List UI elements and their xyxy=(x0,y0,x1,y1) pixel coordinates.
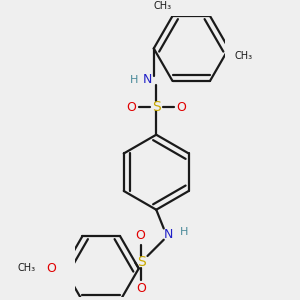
Text: N: N xyxy=(164,228,173,241)
Text: O: O xyxy=(46,262,56,275)
Text: CH₃: CH₃ xyxy=(235,51,253,61)
Text: H: H xyxy=(130,75,138,85)
Text: N: N xyxy=(143,73,152,86)
Text: H: H xyxy=(180,227,188,237)
Text: O: O xyxy=(136,282,146,295)
Text: CH₃: CH₃ xyxy=(17,263,35,274)
Text: S: S xyxy=(137,255,146,269)
Text: CH₃: CH₃ xyxy=(153,1,172,11)
Text: O: O xyxy=(176,101,186,114)
Text: S: S xyxy=(152,100,161,114)
Text: O: O xyxy=(126,101,136,114)
Text: O: O xyxy=(135,230,145,242)
